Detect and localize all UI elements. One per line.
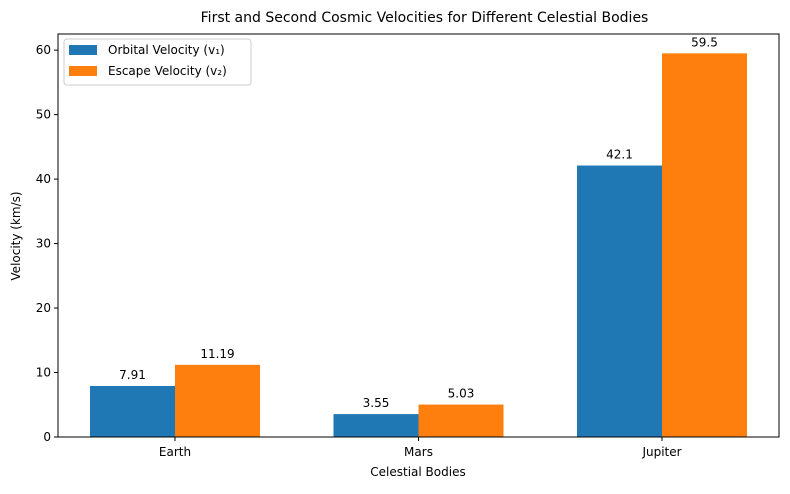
y-tick-label: 0 <box>43 430 51 444</box>
legend-swatch-series-2 <box>69 66 97 76</box>
bar-mars-series-1 <box>333 414 419 437</box>
y-axis-label: Velocity (km/s) <box>9 191 23 280</box>
bar-jupiter-series-2 <box>662 53 747 438</box>
legend: Orbital Velocity (v₁) Escape Velocity (v₂… <box>63 38 252 86</box>
bar-mars-series-2 <box>418 404 504 437</box>
y-tick-label: 30 <box>36 237 51 251</box>
y-axis: 0 10 20 30 40 50 60 <box>36 43 58 444</box>
x-tick-label: Earth <box>159 445 191 459</box>
chart-title: First and Second Cosmic Velocities for D… <box>201 10 649 26</box>
bar-earth-series-2 <box>175 364 260 437</box>
legend-box <box>63 38 252 86</box>
data-label-mars-series-1: 3.55 <box>363 396 390 410</box>
x-tick-label: Mars <box>404 445 433 459</box>
legend-label-series-2: Escape Velocity (v₂) <box>108 64 227 78</box>
x-axis: Earth Mars Jupiter <box>159 437 682 459</box>
plot-area: 7.91 3.55 42.1 11.19 5.03 59.5 <box>57 33 780 438</box>
y-tick-label: 40 <box>36 172 51 186</box>
y-tick-label: 20 <box>36 301 51 315</box>
x-axis-label: Celestial Bodies <box>370 465 465 479</box>
x-tick-label: Jupiter <box>641 445 681 459</box>
data-label-mars-series-2: 5.03 <box>448 387 475 401</box>
legend-label-series-1: Orbital Velocity (v₁) <box>108 43 225 57</box>
data-label-earth-series-1: 7.91 <box>119 368 146 382</box>
data-label-earth-series-2: 11.19 <box>200 347 234 361</box>
y-tick-label: 60 <box>36 43 51 57</box>
bar-earth-series-1 <box>90 385 175 437</box>
legend-swatch-series-1 <box>69 45 97 55</box>
y-tick-label: 10 <box>36 366 51 380</box>
y-tick-label: 50 <box>36 108 51 122</box>
data-label-jupiter-series-2: 59.5 <box>691 35 718 49</box>
bar-jupiter-series-1 <box>577 165 662 438</box>
data-label-jupiter-series-1: 42.1 <box>606 148 633 162</box>
